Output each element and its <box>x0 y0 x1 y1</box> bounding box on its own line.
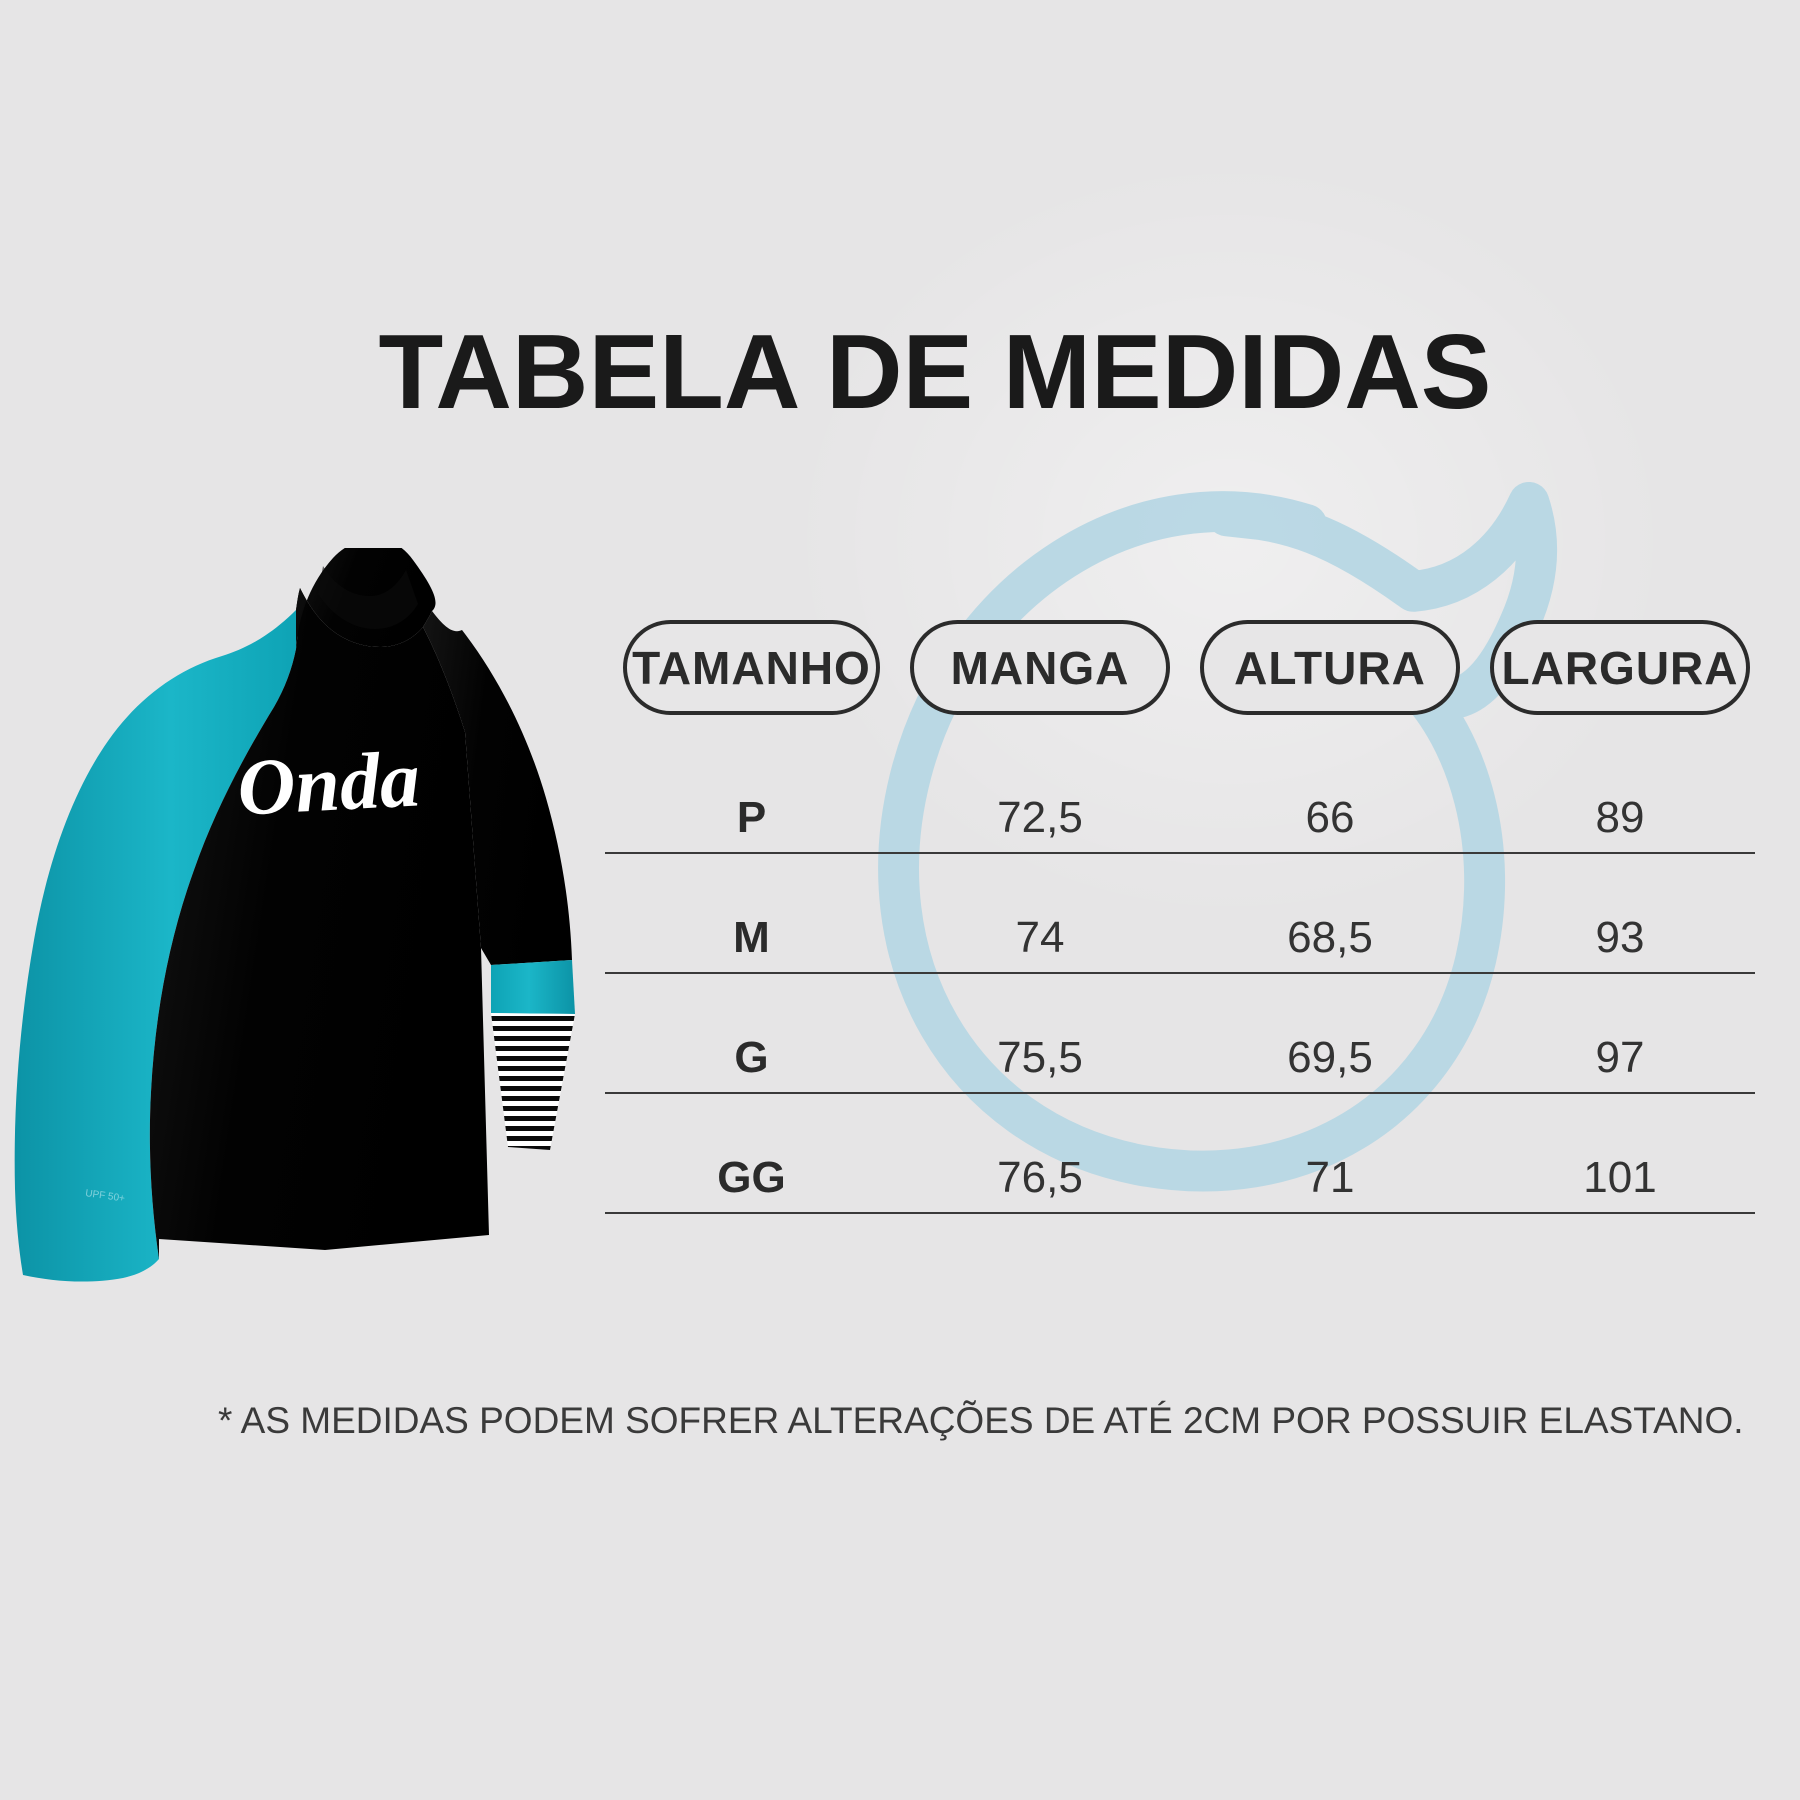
svg-text:Onda: Onda <box>235 735 422 832</box>
